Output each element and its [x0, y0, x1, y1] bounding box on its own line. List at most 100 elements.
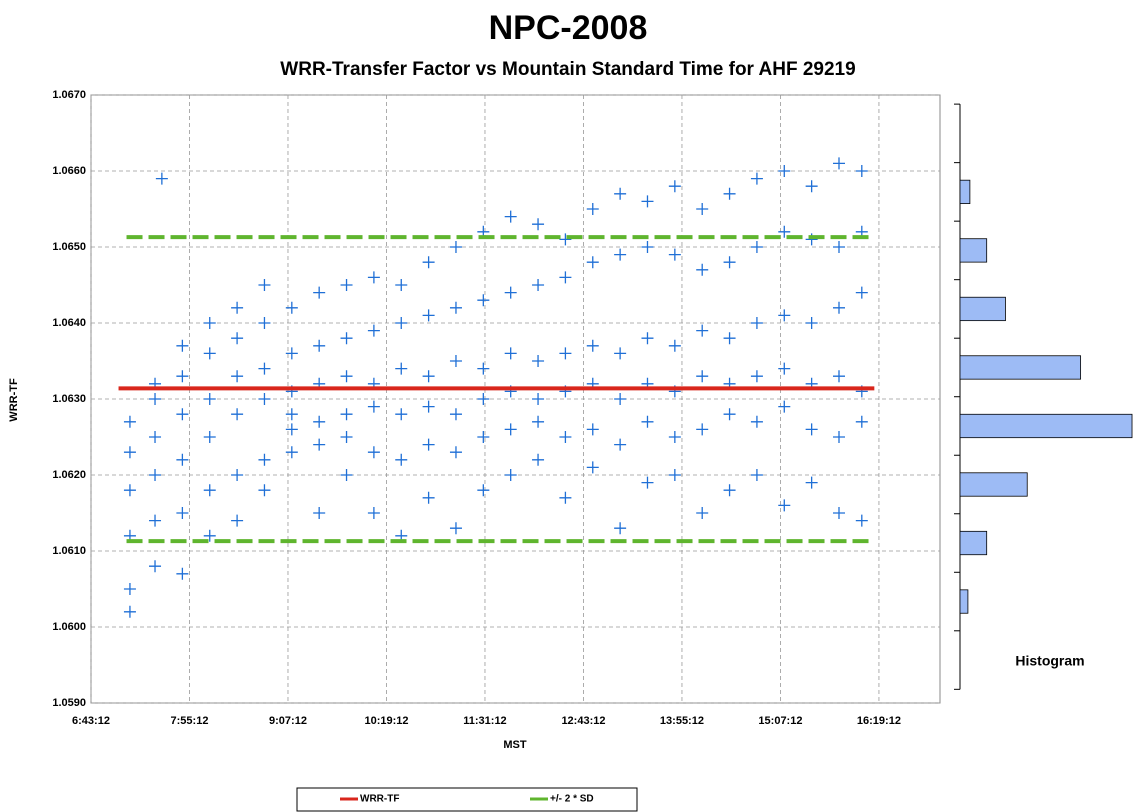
data-point — [340, 469, 353, 481]
data-point — [586, 203, 599, 215]
data-point — [123, 415, 136, 428]
data-point — [422, 400, 435, 413]
data-point — [614, 187, 627, 200]
data-point — [532, 355, 545, 367]
data-point — [750, 415, 763, 428]
histogram-bar — [959, 179, 971, 205]
data-point — [723, 332, 736, 345]
data-point — [176, 507, 189, 519]
data-point — [313, 438, 326, 451]
histogram-bar — [959, 530, 988, 556]
data-point — [313, 339, 326, 352]
data-point — [155, 172, 168, 185]
data-point — [340, 332, 353, 345]
data-point — [855, 165, 868, 177]
data-point — [805, 423, 818, 436]
data-point — [258, 393, 271, 405]
y-tick-label: 1.0670 — [52, 89, 86, 101]
data-point — [367, 400, 380, 413]
data-point — [559, 431, 572, 443]
data-point — [422, 491, 435, 504]
legend-box — [296, 787, 638, 812]
histogram-bar — [959, 589, 969, 614]
data-point — [723, 484, 736, 497]
data-point — [559, 491, 572, 504]
data-point — [340, 431, 353, 443]
data-point — [285, 347, 298, 360]
data-point — [614, 393, 627, 405]
data-point — [641, 476, 654, 489]
data-point — [614, 347, 627, 360]
histogram-bar — [959, 238, 988, 263]
data-point — [285, 408, 298, 421]
x-tick-label: 10:19:12 — [364, 715, 408, 727]
data-point — [422, 309, 435, 322]
x-tick-label: 15:07:12 — [758, 715, 802, 727]
chart-subtitle: WRR-Transfer Factor vs Mountain Standard… — [280, 59, 855, 80]
data-point — [231, 370, 244, 383]
data-point — [176, 567, 189, 580]
data-point — [149, 469, 162, 481]
data-point — [778, 225, 791, 238]
data-point — [668, 469, 681, 481]
data-point — [231, 332, 244, 345]
data-point — [855, 286, 868, 299]
data-point — [123, 446, 136, 459]
data-point — [778, 499, 791, 512]
data-point — [395, 408, 408, 421]
data-point — [586, 423, 599, 436]
data-point — [805, 476, 818, 489]
x-tick-label: 9:07:12 — [269, 715, 307, 727]
data-point — [532, 218, 545, 231]
data-point — [559, 271, 572, 284]
data-point — [696, 324, 709, 337]
data-point — [668, 431, 681, 443]
data-point — [176, 408, 189, 421]
data-point — [855, 415, 868, 428]
data-point — [123, 605, 136, 618]
data-point — [449, 355, 462, 367]
data-point — [532, 279, 545, 291]
data-point — [750, 317, 763, 329]
x-tick-label: 6:43:12 — [72, 715, 110, 727]
data-point — [203, 393, 216, 405]
data-point — [285, 446, 298, 459]
histogram-bar — [959, 355, 1082, 380]
histogram-label: Histogram — [1015, 653, 1084, 669]
data-point — [203, 431, 216, 443]
data-point — [723, 187, 736, 200]
data-point — [805, 180, 818, 193]
data-point — [395, 453, 408, 466]
data-point — [340, 408, 353, 421]
data-point — [285, 423, 298, 436]
data-point — [750, 172, 763, 185]
data-point — [504, 286, 517, 299]
data-point — [504, 347, 517, 360]
data-point — [123, 484, 136, 497]
histogram-bar — [959, 472, 1028, 497]
data-point — [696, 203, 709, 215]
data-point — [750, 370, 763, 383]
data-point — [176, 453, 189, 466]
data-point — [832, 507, 845, 519]
data-point — [532, 453, 545, 466]
data-point — [258, 484, 271, 497]
data-point — [641, 415, 654, 428]
y-tick-label: 1.0590 — [52, 697, 86, 709]
data-point — [778, 165, 791, 177]
data-point — [313, 415, 326, 428]
data-point — [477, 431, 490, 443]
data-point — [176, 370, 189, 383]
data-point — [313, 507, 326, 519]
data-point — [586, 339, 599, 352]
data-point — [778, 362, 791, 375]
data-point — [477, 294, 490, 307]
data-point — [449, 301, 462, 314]
data-point — [367, 324, 380, 337]
x-tick-label: 11:31:12 — [463, 715, 506, 727]
data-point — [340, 370, 353, 383]
data-point — [258, 279, 271, 291]
data-point — [614, 248, 627, 261]
data-point — [258, 362, 271, 375]
x-axis-label: MST — [503, 739, 527, 751]
